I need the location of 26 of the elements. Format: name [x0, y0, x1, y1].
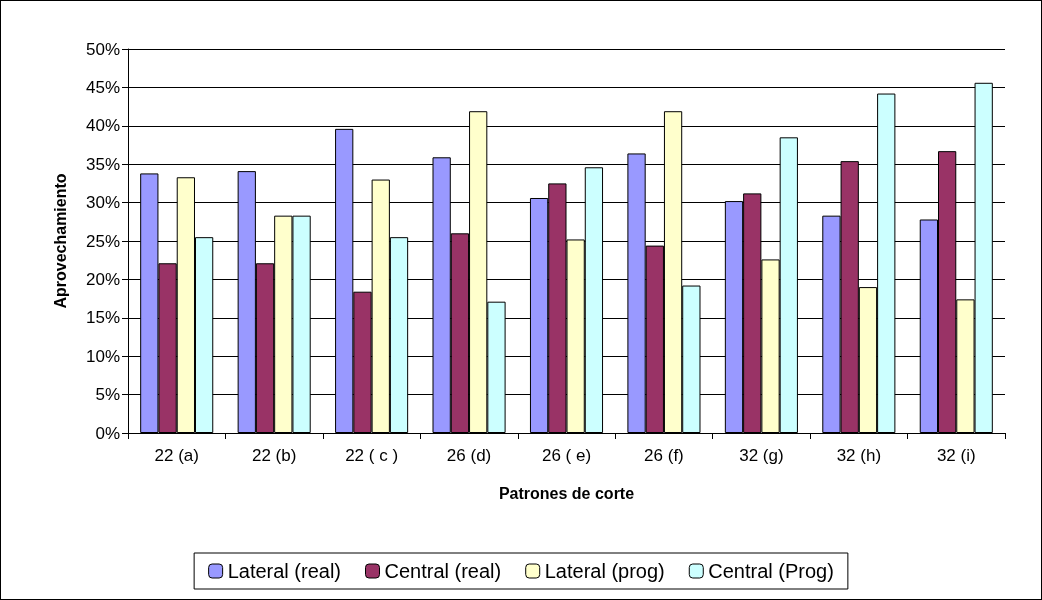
legend-label: Lateral (real) [227, 560, 342, 582]
legend-label: Central (Prog) [708, 560, 834, 582]
x-tick-label: 22 ( c ) [345, 446, 399, 465]
y-tick-label: 35% [85, 154, 120, 174]
x-tick-label: 32 (h) [836, 446, 882, 465]
x-tick-label: 26 (f) [644, 446, 684, 465]
x-tick-label: 26 (d) [446, 446, 492, 465]
y-tick-label: 45% [85, 77, 120, 97]
x-tick-label: 26 ( e) [541, 446, 592, 465]
y-axis-title: Aprovechamiento [51, 173, 69, 309]
y-tick-label: 15% [85, 308, 120, 328]
y-tick-label: 30% [85, 193, 120, 213]
legend-label: Central (real) [384, 560, 502, 582]
x-tick-label: 32 (i) [936, 446, 976, 465]
x-axis-title: Patrones de corte [498, 484, 635, 502]
x-tick-label: 22 (a) [154, 446, 199, 465]
y-tick-label: 10% [85, 346, 120, 366]
y-tick-label: 20% [85, 269, 120, 289]
x-tick-label: 32 (g) [739, 446, 784, 465]
y-tick-label: 5% [95, 385, 120, 405]
x-tick-label: 22 (b) [251, 446, 297, 465]
y-tick-label: 0% [95, 423, 120, 443]
legend-label: Lateral (prog) [544, 560, 665, 582]
y-tick-label: 25% [85, 231, 120, 251]
y-tick-label: 40% [85, 116, 120, 136]
y-tick-label: 50% [85, 39, 120, 59]
